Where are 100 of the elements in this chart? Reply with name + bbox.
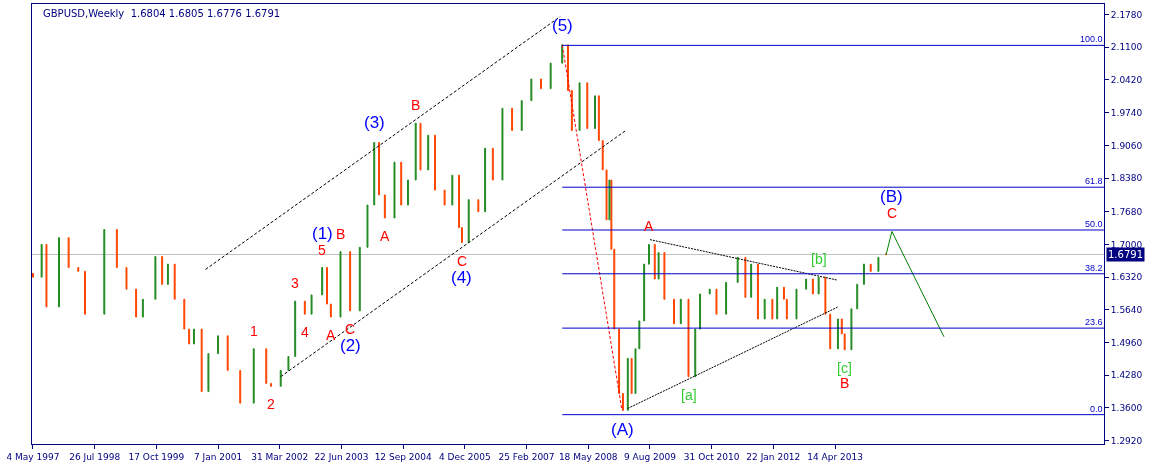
candlestick <box>715 288 718 315</box>
candlestick <box>349 251 352 312</box>
candlestick <box>339 251 342 318</box>
candlestick <box>407 179 409 206</box>
candlestick <box>141 298 144 318</box>
candlestick <box>166 263 169 285</box>
x-tick-label: 14 Apr 2013 <box>807 451 863 462</box>
candlestick <box>618 328 621 395</box>
candlestick <box>491 147 494 181</box>
x-tick-label: 25 Feb 2007 <box>498 451 555 462</box>
candlestick <box>776 286 779 320</box>
candlestick <box>694 328 697 378</box>
candlestick <box>77 267 80 272</box>
candlestick <box>484 147 487 213</box>
x-tick-label: 4 May 1997 <box>6 451 60 462</box>
candlestick <box>648 243 650 265</box>
x-tick-label: 7 Jan 2001 <box>193 451 243 462</box>
candlestick <box>239 369 242 404</box>
candlestick <box>594 95 596 130</box>
ref-line-label: 1.6791 <box>1108 249 1143 260</box>
candlestick <box>58 237 60 308</box>
x-tick-label: 18 May 2008 <box>558 451 618 462</box>
candlestick <box>154 255 157 300</box>
candlestick <box>433 134 436 191</box>
annotation: 38.2 <box>1085 263 1103 273</box>
candlestick <box>850 308 853 351</box>
candlestick <box>310 294 313 315</box>
candlestick <box>657 252 660 280</box>
annotation: A <box>380 228 390 244</box>
y-tick-label: 1.5640 <box>1110 304 1143 315</box>
candlestick <box>811 278 814 295</box>
candlestick <box>419 122 422 171</box>
candlestick <box>125 267 128 290</box>
candlestick <box>383 194 386 219</box>
candlestick <box>321 267 324 296</box>
annotation: B <box>411 97 421 113</box>
candlestick <box>427 134 430 171</box>
candlestick <box>358 246 361 312</box>
annotation: [b] <box>811 251 827 267</box>
candlestick <box>626 357 629 411</box>
x-tick-label: 22 Jan 2012 <box>746 451 801 462</box>
candlestick <box>771 298 774 320</box>
candlestick <box>161 255 164 285</box>
annotation: 1 <box>250 323 258 339</box>
y-tick-label: 1.7680 <box>1110 206 1143 217</box>
chart-title: GBPUSD,Weekly 1.6804 1.6805 1.6776 1.6791 <box>43 8 281 19</box>
y-tick-label: 1.4280 <box>1110 370 1143 381</box>
x-tick-label: 26 Jul 1998 <box>69 451 121 462</box>
annotation: (1) <box>312 224 333 243</box>
candlestick <box>756 263 759 320</box>
annotation: (B) <box>880 187 903 206</box>
candlestick <box>135 288 138 318</box>
candlestick <box>373 141 376 206</box>
candlestick <box>188 328 191 345</box>
candlestick <box>805 278 808 290</box>
candlestick <box>736 256 739 283</box>
candlestick <box>303 300 306 315</box>
annotation: A <box>326 327 336 343</box>
annotation: 0.0 <box>1090 404 1103 414</box>
y-tick-label: 2.1780 <box>1110 9 1143 20</box>
candlestick <box>207 353 210 393</box>
candlestick <box>708 288 711 295</box>
candlestick <box>530 78 533 102</box>
y-tick-label: 1.8380 <box>1110 173 1143 184</box>
annotation: C <box>345 321 356 337</box>
candlestick <box>549 62 552 90</box>
annotation: 50.0 <box>1085 219 1103 229</box>
candlestick <box>265 348 268 384</box>
candlestick <box>836 318 839 350</box>
x-tick-label: 31 Oct 2010 <box>683 451 740 462</box>
annotation: 2 <box>267 396 275 412</box>
candlestick <box>467 199 470 244</box>
candlestick <box>829 313 832 350</box>
candlestick <box>451 174 454 206</box>
candlestick <box>329 303 332 318</box>
annotation: 3 <box>291 275 299 291</box>
candlestick <box>67 237 70 269</box>
y-tick-label: 1.9060 <box>1110 140 1143 151</box>
candlestick <box>252 348 255 404</box>
candlestick <box>630 357 633 395</box>
annotation: (2) <box>340 336 361 355</box>
candlestick <box>673 298 676 325</box>
candlestick <box>679 298 682 325</box>
y-tick-label: 1.3600 <box>1110 403 1143 414</box>
x-tick-label: 31 Mar 2002 <box>251 451 309 462</box>
annotation: 23.6 <box>1085 317 1103 327</box>
candlestick <box>763 298 766 320</box>
candlestick <box>520 100 523 131</box>
annotation: B <box>840 375 850 391</box>
candlestick <box>877 256 880 272</box>
x-tick-label: 17 Oct 1999 <box>128 451 185 462</box>
annotation: 100.0 <box>1080 34 1103 44</box>
candlestick <box>795 288 798 320</box>
y-tick-label: 2.1100 <box>1110 42 1143 53</box>
annotation: 61.8 <box>1085 176 1103 186</box>
candlestick <box>725 281 728 315</box>
candlestick <box>378 141 381 196</box>
candlestick <box>326 267 328 305</box>
candlestick <box>501 107 504 181</box>
candlestick <box>103 229 106 315</box>
